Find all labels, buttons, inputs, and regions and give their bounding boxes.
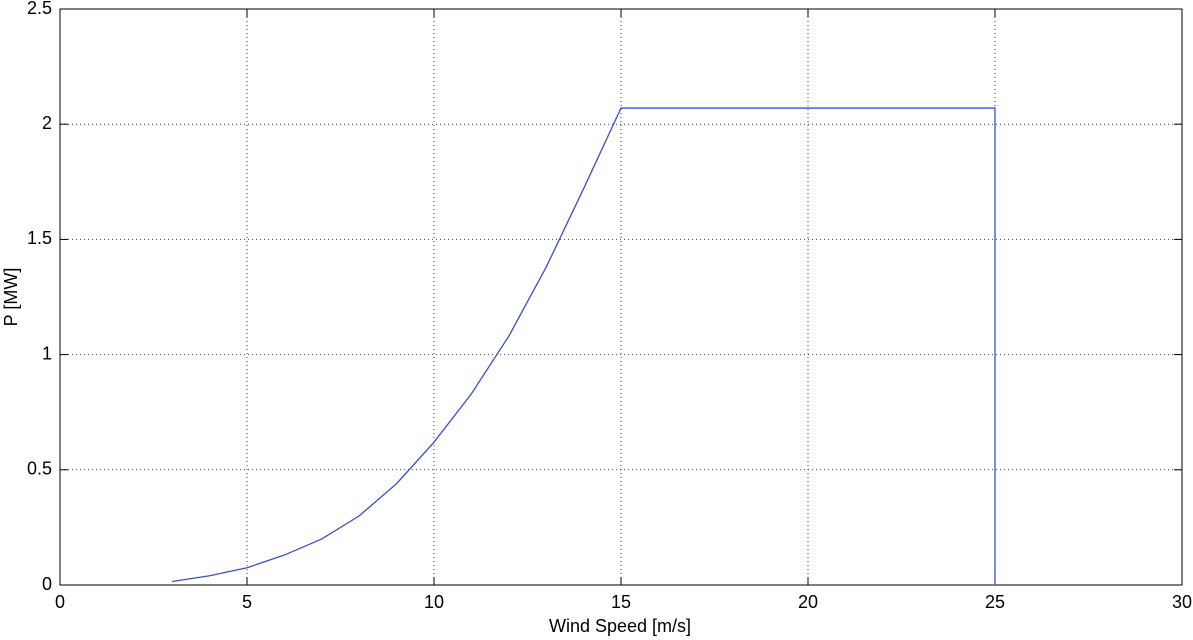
y-tick-label: 2.5 [27,0,52,18]
x-axis-label: Wind Speed [m/s] [549,616,691,636]
y-tick-label: 1.5 [27,228,52,248]
x-tick-label: 20 [798,592,818,612]
plot-frame [59,8,1183,586]
x-tick-label: 25 [985,592,1005,612]
x-tick-label: 5 [242,592,252,612]
x-tick-label: 10 [424,592,444,612]
y-axis-label: P [MW] [1,268,21,327]
x-tick-label: 30 [1172,592,1192,612]
y-tick-label: 0 [42,574,52,594]
x-tick-label: 15 [611,592,631,612]
y-tick-label: 2 [42,113,52,133]
y-tick-label: 1 [42,343,52,363]
data-line [172,107,996,585]
y-tick-label: 0.5 [27,459,52,479]
x-tick-label: 0 [55,592,65,612]
